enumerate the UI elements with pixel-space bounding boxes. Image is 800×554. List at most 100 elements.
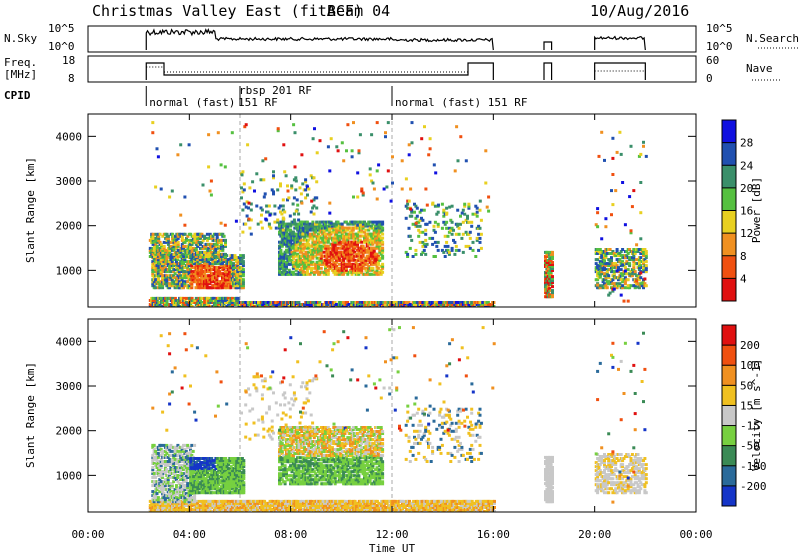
power-cell (172, 252, 176, 256)
power-cell (317, 232, 320, 236)
cpid-segment-1: rbsp 201 RF (239, 84, 312, 97)
power-cell (183, 282, 187, 286)
velocity-cell (268, 501, 272, 505)
power-cell (219, 260, 223, 264)
power-cell (333, 272, 337, 276)
power-cell (298, 226, 302, 230)
power-cell (596, 207, 600, 211)
power-cell (466, 214, 469, 218)
power-cell (293, 250, 297, 254)
power-cell (215, 280, 219, 284)
power-cell (215, 242, 219, 246)
power-cell (300, 201, 304, 205)
power-cell (347, 236, 351, 240)
velocity-cell (349, 499, 353, 503)
power-cell (644, 250, 648, 253)
power-cell (310, 270, 313, 274)
power-cell (443, 255, 447, 258)
power-cell (182, 246, 186, 250)
power-cell (468, 246, 472, 250)
power-cell (630, 272, 634, 276)
power-cell (281, 208, 285, 212)
power-cell (448, 205, 452, 209)
power-cell (642, 254, 645, 258)
power-cell (414, 204, 418, 208)
power-cell (340, 222, 344, 226)
power-cell (423, 125, 426, 129)
power-cell (378, 234, 382, 238)
power-cell (194, 246, 198, 250)
power-cell (349, 242, 353, 246)
power-cell (308, 228, 312, 232)
power-cell (418, 230, 422, 234)
power-cell (342, 272, 346, 276)
power-cell (319, 240, 323, 244)
noise-left-label: N.Sky (4, 32, 37, 45)
power-cell (361, 222, 365, 226)
power-cell (349, 268, 353, 272)
power-cell (177, 280, 181, 284)
power-cell (370, 250, 373, 254)
power-cell (379, 303, 383, 306)
power-cell (168, 282, 172, 286)
power-cell (282, 234, 286, 238)
power-cell (183, 195, 187, 199)
power-cell (176, 244, 180, 248)
power-cell (604, 225, 608, 229)
power-cell (230, 276, 234, 280)
power-cell (350, 155, 354, 159)
power-cell (171, 236, 175, 240)
power-cell (317, 238, 320, 242)
power-cell (216, 260, 220, 264)
power-cell (450, 226, 454, 230)
power-cell (381, 250, 385, 254)
power-cell (375, 121, 379, 125)
power-cell (290, 242, 294, 246)
power-cell (224, 255, 227, 258)
power-cell (278, 252, 281, 256)
velocity-cell (267, 508, 271, 511)
power-cell (207, 255, 211, 258)
power-cell (442, 220, 446, 224)
power-cell (236, 264, 240, 268)
power-cell (344, 252, 348, 256)
power-cell (190, 266, 194, 270)
velocity-cell (328, 506, 332, 509)
power-cell (349, 262, 353, 266)
power-cell (363, 220, 366, 224)
power-cell (151, 236, 155, 240)
power-cell (344, 270, 348, 274)
power-cell (201, 278, 205, 282)
power-cell (278, 258, 281, 262)
power-colorbar-swatch-5 (722, 165, 736, 189)
power-cell (187, 276, 191, 280)
power-cell (344, 236, 348, 240)
power-cell (361, 191, 365, 195)
power-cell (319, 244, 323, 248)
power-cell (311, 260, 315, 264)
power-cell (355, 301, 359, 304)
power-cell (305, 252, 309, 256)
power-cell (415, 214, 419, 218)
power-cell (607, 274, 611, 278)
power-cell (166, 234, 170, 238)
power-cell (272, 170, 275, 174)
velocity-cell (281, 504, 285, 507)
power-cell (351, 240, 355, 244)
power-cell (154, 232, 158, 236)
power-cell (217, 246, 221, 250)
power-cell (311, 254, 315, 258)
power-cell (351, 262, 355, 266)
power-cell (406, 202, 410, 206)
power-cell (370, 232, 373, 236)
freq-panel: Freq. [MHz] 18 8 60 0 Nave (4, 54, 782, 85)
power-cell (356, 254, 359, 258)
power-cell (195, 276, 199, 280)
power-cell (432, 163, 436, 167)
power-cell (156, 280, 160, 284)
velocity-cell (249, 501, 253, 505)
power-cell (546, 271, 550, 274)
velocity-cell (178, 504, 182, 507)
power-cell (324, 234, 327, 238)
